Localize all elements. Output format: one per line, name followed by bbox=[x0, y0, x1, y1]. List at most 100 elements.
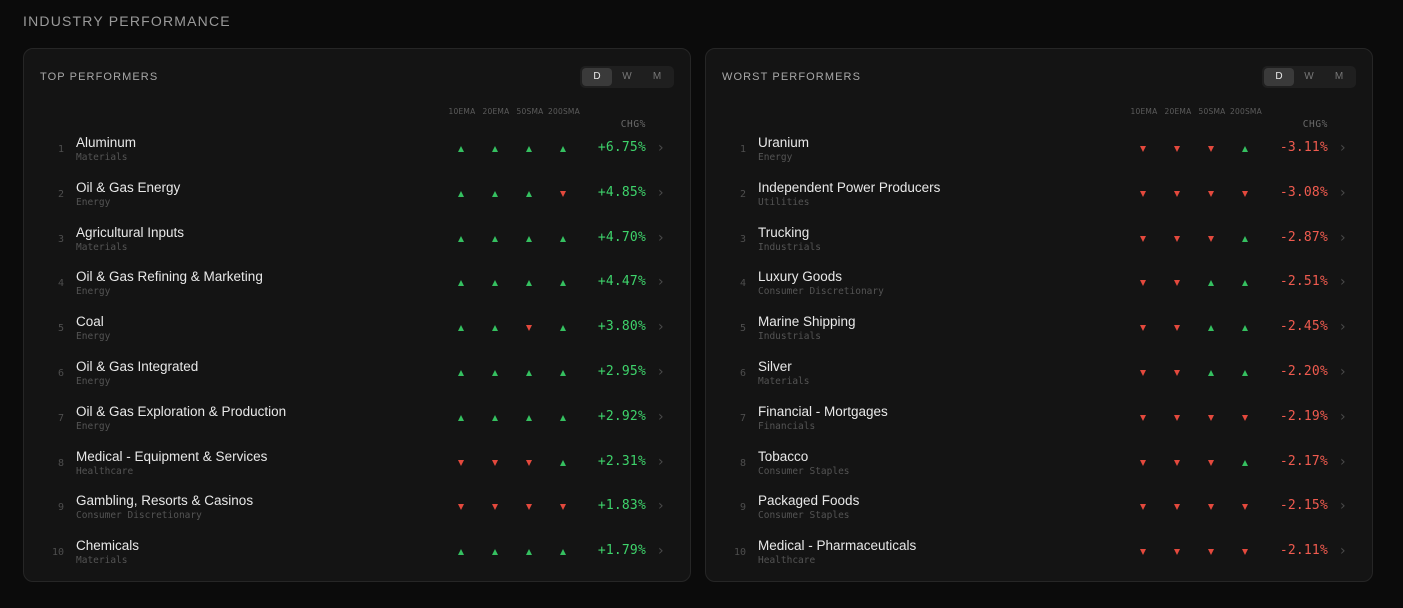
chevron-right-icon[interactable]: › bbox=[1340, 319, 1346, 336]
rank-number: 8 bbox=[57, 457, 64, 469]
industry-row[interactable]: 8 Medical - Equipment & Services Healthcar… bbox=[24, 442, 690, 487]
triangle-up-icon bbox=[458, 146, 464, 152]
chevron-right-icon[interactable]: › bbox=[1340, 274, 1346, 291]
triangle-up-icon bbox=[1242, 146, 1248, 152]
industry-row[interactable]: 3 Trucking Industrials -2.87% › bbox=[706, 218, 1372, 263]
chevron-right-icon[interactable]: › bbox=[658, 229, 664, 246]
change-percent: -2.87% bbox=[1279, 229, 1328, 245]
rank-number: 3 bbox=[739, 233, 746, 245]
triangle-down-icon bbox=[492, 459, 498, 466]
industry-row[interactable]: 1 Aluminum Materials +6.75% › bbox=[24, 128, 690, 173]
column-header-chg: CHG% bbox=[1302, 119, 1328, 130]
industry-row[interactable]: 7 Oil & Gas Exploration & Production Energ… bbox=[24, 397, 690, 442]
industry-row[interactable]: 5 Coal Energy +3.80% › bbox=[24, 307, 690, 352]
triangle-up-icon bbox=[1242, 280, 1248, 287]
chevron-right-icon[interactable]: › bbox=[658, 319, 664, 336]
industry-name: Luxury Goods bbox=[758, 269, 843, 285]
section-title: INDUSTRY PERFORMANCE bbox=[23, 13, 231, 29]
chevron-right-icon[interactable]: › bbox=[658, 498, 664, 515]
industry-row[interactable]: 3 Agricultural Inputs Materials +4.70% › bbox=[24, 218, 690, 263]
triangle-down-icon bbox=[526, 504, 532, 511]
chevron-right-icon[interactable]: › bbox=[1340, 363, 1346, 380]
column-header-ema20: 20EMA bbox=[1164, 107, 1192, 116]
rank-number: 10 bbox=[51, 547, 64, 559]
industry-row[interactable]: 2 Oil & Gas Energy Energy +4.85% › bbox=[24, 173, 690, 218]
chevron-right-icon[interactable]: › bbox=[1340, 543, 1346, 560]
chevron-right-icon[interactable]: › bbox=[658, 274, 664, 291]
industry-row[interactable]: 4 Oil & Gas Refining & Marketing Energy +4.… bbox=[24, 262, 690, 307]
triangle-down-icon bbox=[1140, 369, 1146, 376]
chevron-right-icon[interactable]: › bbox=[658, 453, 664, 470]
column-header-ema10: 10EMA bbox=[448, 107, 476, 116]
sector-label: Energy bbox=[76, 375, 111, 387]
industry-row[interactable]: 2 Independent Power Producers Utilities -3.… bbox=[706, 173, 1372, 218]
chevron-right-icon[interactable]: › bbox=[1340, 140, 1346, 156]
triangle-down-icon bbox=[560, 190, 566, 197]
chevron-right-icon[interactable]: › bbox=[658, 408, 664, 425]
industry-row[interactable]: 6 Oil & Gas Integrated Energy +2.95% › bbox=[24, 352, 690, 397]
triangle-up-icon bbox=[458, 369, 464, 376]
timeframe-d-button[interactable]: D bbox=[582, 68, 612, 86]
triangle-down-icon bbox=[1208, 414, 1214, 421]
rank-number: 4 bbox=[57, 278, 64, 290]
industry-row[interactable]: 1 Uranium Energy -3.11% › bbox=[706, 128, 1372, 173]
industry-name: Oil & Gas Exploration & Production bbox=[76, 403, 287, 419]
industry-row[interactable]: 8 Tobacco Consumer Staples -2.17% › bbox=[706, 442, 1372, 487]
triangle-down-icon bbox=[1140, 549, 1146, 556]
timeframe-w-button[interactable]: W bbox=[1304, 71, 1314, 82]
triangle-down-icon bbox=[458, 459, 464, 466]
industry-row[interactable]: 10 Chemicals Materials +1.79% › bbox=[24, 531, 690, 576]
triangle-up-icon bbox=[458, 325, 464, 332]
industry-row[interactable]: 9 Gambling, Resorts & Casinos Consumer Dis… bbox=[24, 486, 690, 531]
industry-row[interactable]: 5 Marine Shipping Industrials -2.45% › bbox=[706, 307, 1372, 352]
triangle-down-icon bbox=[1174, 190, 1180, 197]
sector-label: Consumer Discretionary bbox=[76, 510, 202, 522]
sector-label: Financials bbox=[758, 420, 816, 432]
triangle-down-icon bbox=[526, 459, 532, 466]
timeframe-m-button[interactable]: M bbox=[652, 71, 662, 82]
industry-row[interactable]: 10 Medical - Pharmaceuticals Healthcare -2.… bbox=[706, 531, 1372, 576]
triangle-up-icon bbox=[1242, 459, 1248, 466]
chevron-right-icon[interactable]: › bbox=[658, 363, 664, 380]
chevron-right-icon[interactable]: › bbox=[1340, 229, 1346, 246]
chevron-right-icon[interactable]: › bbox=[658, 543, 664, 560]
triangle-down-icon bbox=[1208, 549, 1214, 556]
triangle-down-icon bbox=[560, 504, 566, 511]
industry-name: Marine Shipping bbox=[758, 314, 856, 330]
triangle-down-icon bbox=[1174, 280, 1180, 287]
column-header-sma200: 200SMA bbox=[1230, 107, 1262, 116]
change-percent: +4.85% bbox=[597, 184, 646, 200]
triangle-up-icon bbox=[1242, 235, 1248, 242]
sector-label: Energy bbox=[76, 420, 111, 432]
timeframe-m-button[interactable]: M bbox=[1334, 71, 1344, 82]
timeframe-w-button[interactable]: W bbox=[622, 71, 632, 82]
triangle-down-icon bbox=[1140, 146, 1146, 152]
triangle-down-icon bbox=[1174, 549, 1180, 556]
sector-label: Energy bbox=[76, 196, 111, 208]
triangle-up-icon bbox=[560, 280, 566, 287]
triangle-up-icon bbox=[1208, 369, 1214, 376]
triangle-down-icon bbox=[1174, 235, 1180, 242]
chevron-right-icon[interactable]: › bbox=[658, 140, 664, 156]
change-percent: +4.47% bbox=[597, 274, 646, 290]
chevron-right-icon[interactable]: › bbox=[658, 184, 664, 201]
timeframe-d-button[interactable]: D bbox=[1264, 68, 1294, 86]
column-headers: 10EMA 20EMA 50SMA 200SMA CHG% bbox=[24, 107, 690, 130]
industry-row[interactable]: 9 Packaged Foods Consumer Staples -2.15% › bbox=[706, 486, 1372, 531]
industry-row[interactable]: 4 Luxury Goods Consumer Discretionary -2.51… bbox=[706, 262, 1372, 307]
industry-row[interactable]: 7 Financial - Mortgages Financials -2.19% › bbox=[706, 397, 1372, 442]
rank-number: 1 bbox=[57, 144, 64, 155]
chevron-right-icon[interactable]: › bbox=[1340, 184, 1346, 201]
triangle-down-icon bbox=[526, 325, 532, 332]
triangle-up-icon bbox=[560, 235, 566, 242]
industry-row[interactable]: 6 Silver Materials -2.20% › bbox=[706, 352, 1372, 397]
chevron-right-icon[interactable]: › bbox=[1340, 408, 1346, 425]
triangle-down-icon bbox=[1208, 459, 1214, 466]
chevron-right-icon[interactable]: › bbox=[1340, 453, 1346, 470]
column-header-sma50: 50SMA bbox=[1198, 107, 1226, 116]
industry-name: Chemicals bbox=[76, 538, 140, 554]
industry-name: Gambling, Resorts & Casinos bbox=[76, 493, 254, 509]
chevron-right-icon[interactable]: › bbox=[1340, 498, 1346, 515]
